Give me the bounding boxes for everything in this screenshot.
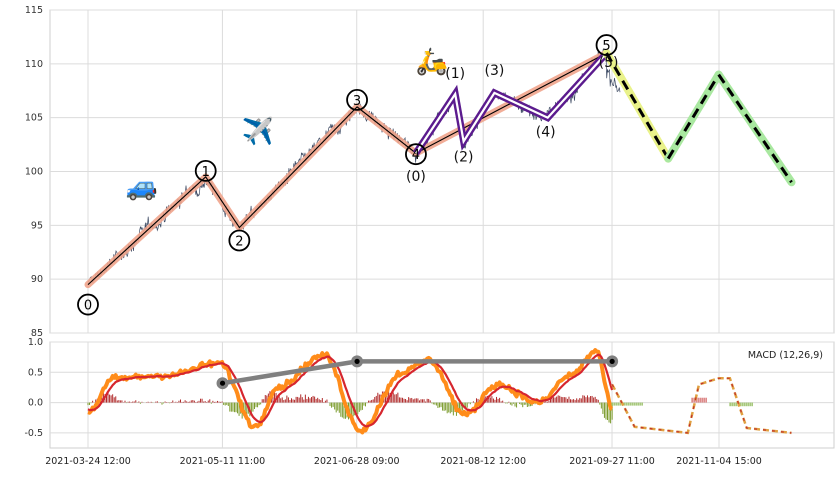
wave-label: 3 — [353, 94, 361, 109]
x-tick-label: 2021-06-28 09:00 — [314, 456, 400, 467]
sub-wave-label: (1) — [445, 66, 465, 82]
sub-wave-label: (2) — [454, 149, 474, 165]
price-y-tick-label: 90 — [31, 274, 43, 285]
macd-y-tick-label: 0.5 — [28, 367, 43, 378]
wave-label: 0 — [84, 299, 92, 314]
wave-label: 1 — [202, 165, 210, 180]
price-y-tick-label: 85 — [31, 328, 43, 339]
primary-wave-line — [87, 52, 607, 286]
sub-wave-label: (4) — [536, 125, 556, 141]
wave-label-circle — [405, 143, 427, 166]
x-tick-label: 2021-08-12 12:00 — [440, 456, 526, 467]
macd-projection-signal — [611, 377, 792, 434]
sub-wave-label: (3) — [484, 63, 504, 79]
macd-legend-label: MACD (12,26,9) — [748, 350, 823, 361]
macd-y-tick-label: -0.5 — [24, 428, 43, 439]
price-y-tick-label: 105 — [25, 113, 43, 124]
wave-label: 4 — [412, 148, 420, 163]
projection-dash — [605, 52, 670, 160]
x-tick-label: 2021-11-04 15:00 — [676, 456, 762, 467]
wave-emoji-marker: ✈️ — [242, 115, 274, 147]
price-y-tick-label: 100 — [25, 167, 43, 178]
macd-y-tick-label: 1.0 — [28, 337, 43, 348]
price-y-tick-label: 95 — [31, 220, 43, 231]
macd-signal-line — [87, 353, 614, 428]
wave-label-circle — [228, 229, 251, 252]
sub-wave-label: (5) — [599, 55, 619, 71]
wave-label-circle — [77, 293, 99, 316]
projection-dash — [717, 73, 793, 184]
macd-plot-frame — [49, 341, 835, 449]
macd-peak-marker — [354, 358, 360, 364]
price-y-tick-label: 115 — [25, 5, 43, 16]
x-tick-label: 2021-03-24 12:00 — [45, 456, 131, 467]
wave-emoji-marker: 🚙 — [126, 172, 158, 202]
wave-label: 2 — [235, 234, 243, 249]
wave-label-circle — [346, 89, 368, 111]
wave-emoji-marker: 🛵 — [416, 47, 448, 77]
sub-wave-inner — [414, 52, 608, 154]
price-y-tick-label: 110 — [25, 59, 43, 70]
macd-peak-marker — [609, 358, 615, 364]
macd-peak-marker — [219, 380, 226, 386]
x-tick-label: 2021-09-27 11:00 — [569, 456, 655, 467]
macd-y-tick-label: 0.0 — [28, 398, 43, 409]
sub-wave-label: (0) — [406, 169, 426, 185]
wave-label: 5 — [602, 39, 610, 54]
x-tick-label: 2021-05-11 11:00 — [180, 456, 266, 467]
projection-dash — [666, 73, 720, 160]
wave-label-circle — [595, 34, 618, 56]
wave-label-circle — [194, 159, 217, 182]
